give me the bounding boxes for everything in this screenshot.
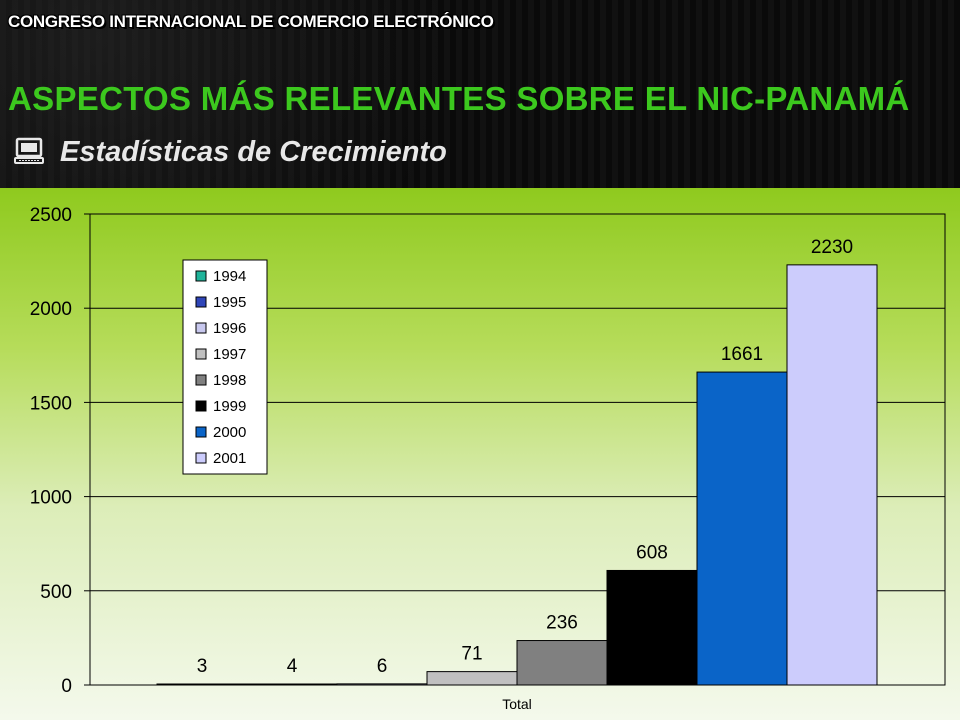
legend-swatch-2001: [195, 452, 207, 464]
y-tick-label: 2500: [30, 205, 72, 226]
data-label-1994: 3: [197, 656, 208, 677]
y-tick-label: 1000: [30, 488, 72, 509]
chart-panel: 0 500 1000 1500 2000 2500 3 4 6 71 236 608 1661 2230 T…: [0, 188, 960, 720]
x-category-label: Total: [502, 696, 532, 712]
legend-swatch-2000: [195, 426, 207, 438]
conference-header: CONGRESO INTERNACIONAL DE COMERCIO ELECT…: [8, 12, 494, 31]
slide-subtitle: Estadísticas de Crecimiento: [60, 136, 447, 168]
legend-box: [182, 259, 268, 475]
legend-swatch-1998: [195, 374, 207, 386]
legend-swatch-1996: [195, 322, 207, 334]
y-tick-label: 2000: [30, 299, 72, 320]
bar-1998: [516, 640, 608, 686]
legend-label-1996: 1996: [213, 320, 246, 337]
slide-title: ASPECTOS MÁS RELEVANTES SOBRE EL NIC-PAN…: [8, 80, 910, 117]
data-label-1995: 4: [287, 656, 298, 677]
y-tick-label: 500: [40, 582, 72, 603]
bar-1999: [606, 569, 698, 686]
legend-label-2001: 2001: [213, 450, 246, 467]
legend: 1994 1995 1996 1997 1998 1999 2000 2001: [182, 259, 268, 475]
legend-label-2000: 2000: [213, 424, 246, 441]
legend-label-1995: 1995: [213, 294, 246, 311]
data-label-1998: 236: [546, 613, 578, 634]
bar-chart: 0 500 1000 1500 2000 2500 3 4 6 71 236 608 1661 2230 T…: [30, 205, 946, 712]
legend-label-1998: 1998: [213, 372, 246, 389]
legend-swatch-1994: [195, 270, 207, 282]
bar-1995: [246, 683, 338, 686]
data-label-2001: 2230: [811, 237, 853, 258]
bar-2001: [786, 264, 878, 686]
legend-swatch-1995: [195, 296, 207, 308]
legend-swatch-1997: [195, 348, 207, 360]
data-label-2000: 1661: [721, 344, 763, 365]
header-band: [0, 0, 960, 190]
legend-label-1994: 1994: [213, 268, 246, 285]
legend-label-1999: 1999: [213, 398, 246, 415]
data-label-1999: 608: [636, 542, 668, 563]
data-label-1997: 71: [461, 644, 482, 665]
bar-1994: [156, 683, 248, 686]
legend-label-1997: 1997: [213, 346, 246, 363]
legend-swatch-1999: [195, 400, 207, 412]
computer-icon: [14, 137, 44, 164]
bar-1997: [426, 671, 518, 686]
data-label-1996: 6: [377, 656, 388, 677]
bar-1996: [336, 683, 428, 686]
bar-2000: [696, 371, 788, 686]
y-tick-label: 1500: [30, 393, 72, 414]
y-tick-label: 0: [61, 676, 72, 697]
